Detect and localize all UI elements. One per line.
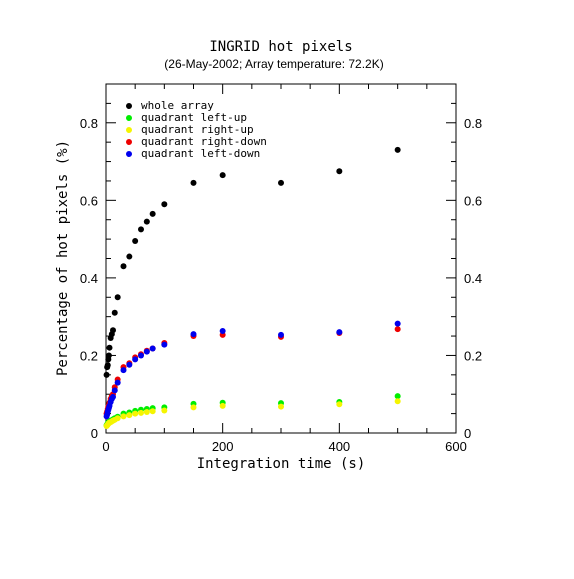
legend-marker xyxy=(126,139,132,145)
legend-marker xyxy=(126,115,132,121)
y-tick-label-left: 0 xyxy=(91,426,98,441)
data-point xyxy=(126,412,133,419)
y-tick-label-left: 0.8 xyxy=(80,116,98,131)
y-tick-label-right: 0.2 xyxy=(464,348,482,363)
data-point xyxy=(278,403,284,410)
data-point xyxy=(394,393,401,400)
legend-label: whole array xyxy=(141,99,214,112)
legend-label: quadrant left-up xyxy=(141,111,247,124)
data-point xyxy=(105,352,112,359)
data-point xyxy=(219,402,226,409)
y-tick-label-left: 0.4 xyxy=(80,271,98,286)
legend-marker xyxy=(126,151,132,157)
data-point xyxy=(132,238,139,245)
data-points xyxy=(103,146,401,430)
data-point xyxy=(132,410,139,417)
data-point xyxy=(110,327,116,334)
data-point xyxy=(219,328,226,335)
data-point xyxy=(149,345,156,352)
chart-subtitle: (26-May-2002; Array temperature: 72.2K) xyxy=(164,57,383,71)
y-tick-label-right: 0.4 xyxy=(464,271,482,286)
data-point xyxy=(132,356,139,363)
data-point xyxy=(394,398,401,405)
data-point xyxy=(120,263,127,270)
data-point xyxy=(143,348,150,355)
y-tick-label-right: 0.6 xyxy=(464,193,482,208)
data-point xyxy=(394,326,401,333)
legend-label: quadrant right-down xyxy=(141,135,267,148)
data-point xyxy=(161,407,168,414)
data-point xyxy=(143,409,150,416)
x-tick-label: 400 xyxy=(328,439,350,454)
data-point xyxy=(114,379,121,386)
x-tick-label: 200 xyxy=(212,439,234,454)
data-point xyxy=(336,168,343,175)
data-point xyxy=(104,362,111,369)
data-point xyxy=(190,179,197,186)
legend-label: quadrant right-up xyxy=(141,123,254,136)
data-point xyxy=(111,387,118,394)
data-point xyxy=(126,253,133,260)
data-point xyxy=(394,320,401,327)
data-point xyxy=(138,409,144,416)
data-point xyxy=(120,413,127,420)
data-point xyxy=(219,172,226,179)
data-point xyxy=(161,341,168,348)
data-point xyxy=(149,210,156,217)
data-point xyxy=(110,393,116,400)
data-point xyxy=(394,146,401,153)
data-point xyxy=(336,329,343,336)
data-point xyxy=(111,309,118,316)
y-tick-label-left: 0.6 xyxy=(80,193,98,208)
y-axis-label: Percentage of hot pixels (%) xyxy=(55,140,71,376)
data-point xyxy=(336,401,343,408)
data-point xyxy=(138,226,144,233)
data-point xyxy=(190,404,197,411)
data-point xyxy=(161,201,168,208)
y-tick-label-right: 0.8 xyxy=(464,116,482,131)
legend-marker xyxy=(126,127,132,133)
chart-title: INGRID hot pixels xyxy=(209,39,352,55)
data-point xyxy=(120,367,127,374)
data-point xyxy=(106,344,113,351)
data-point xyxy=(278,331,284,338)
legend-label: quadrant left-down xyxy=(141,147,260,160)
y-tick-label-left: 0.2 xyxy=(80,348,98,363)
x-tick-label: 0 xyxy=(102,439,109,454)
data-point xyxy=(126,361,133,368)
x-tick-label: 600 xyxy=(445,439,467,454)
data-point xyxy=(114,294,121,301)
data-point xyxy=(114,415,121,422)
data-point xyxy=(190,331,197,338)
y-tick-label-right: 0 xyxy=(464,426,471,441)
data-point xyxy=(138,352,144,359)
legend-marker xyxy=(126,103,132,109)
data-point xyxy=(143,218,150,225)
data-point xyxy=(149,408,156,415)
data-point xyxy=(103,371,110,378)
data-point xyxy=(278,179,284,186)
x-axis-label: Integration time (s) xyxy=(197,456,366,472)
